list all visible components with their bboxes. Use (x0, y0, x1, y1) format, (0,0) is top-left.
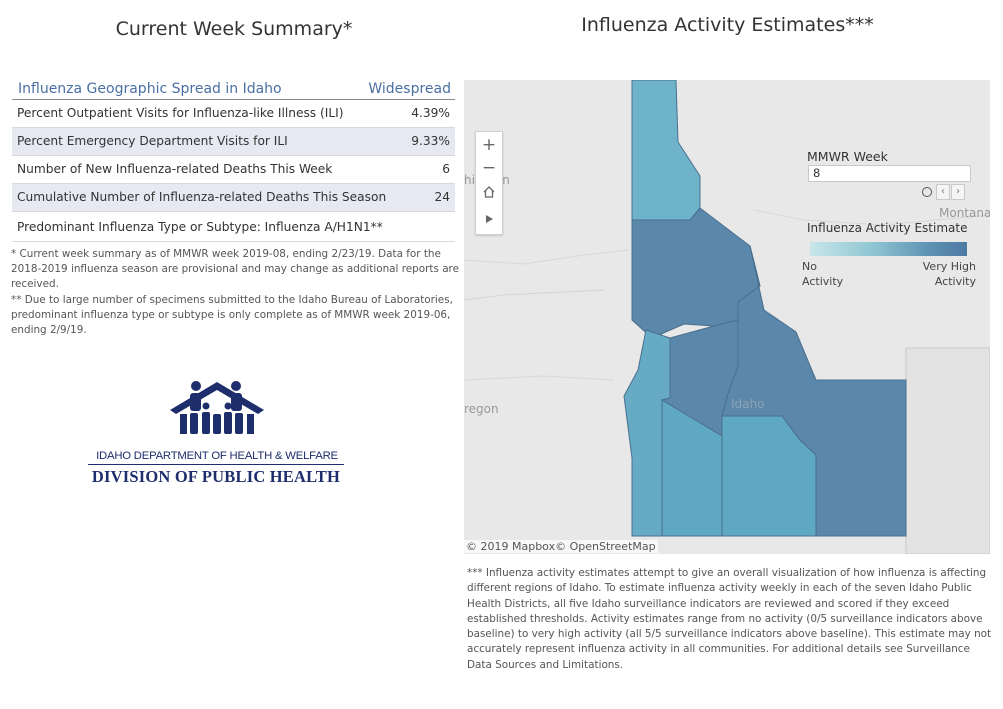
division-name: DIVISION OF PUBLIC HEALTH (91, 467, 341, 486)
next-week-button[interactable]: › (951, 184, 965, 200)
footnote-1: * Current week summary as of MMWR week 2… (11, 248, 459, 291)
map-footnote: *** Influenza activity estimates attempt… (467, 567, 992, 671)
previous-week-button[interactable]: ‹ (936, 184, 950, 200)
predominant-type-label: Predominant Influenza Type or Subtype: I… (17, 220, 383, 234)
mmwr-week-label: MMWR Week (807, 149, 888, 164)
place-label-montana: Montana (939, 206, 990, 220)
home-icon[interactable] (476, 184, 502, 204)
summary-row-value: 24 (434, 190, 450, 204)
summary-row-label: Percent Emergency Department Visits for … (17, 134, 288, 148)
idaho-activity-map[interactable]: hington Montana regon Idaho + − MMWR Wee… (464, 80, 990, 554)
footnote-2: ** Due to large number of specimens subm… (11, 293, 453, 337)
geographic-spread-value: Widespread (368, 81, 451, 97)
summary-row-cumulative-deaths: Cumulative Number of Influenza-related D… (12, 184, 455, 212)
summary-table: Influenza Geographic Spread in Idaho Wid… (12, 78, 455, 242)
idhw-logo (170, 381, 264, 434)
mmwr-week-input[interactable]: 8 (808, 165, 971, 182)
summary-row-value: 9.33% (411, 134, 450, 148)
mmwr-slider-handle[interactable] (922, 187, 932, 197)
summary-row-outpatient: Percent Outpatient Visits for Influenza-… (12, 100, 455, 128)
summary-title: Current Week Summary* (115, 18, 353, 40)
legend-high-label: Very High Activity (922, 260, 976, 288)
summary-row-emergency: Percent Emergency Department Visits for … (12, 128, 455, 156)
family-house-icon (170, 381, 264, 434)
agency-name: IDAHO DEPARTMENT OF HEALTH & WELFARE (96, 450, 338, 462)
logo-divider (88, 464, 344, 465)
summary-row-value: 4.39% (411, 106, 450, 120)
legend-title: Influenza Activity Estimate (807, 221, 968, 235)
place-label-oregon: regon (464, 402, 499, 416)
district-7-region[interactable] (721, 245, 907, 537)
summary-row-label: Percent Outpatient Visits for Influenza-… (17, 106, 344, 120)
predominant-type-row: Predominant Influenza Type or Subtype: I… (12, 212, 455, 242)
legend-color-scale (810, 242, 967, 256)
map-title: Influenza Activity Estimates*** (581, 14, 874, 36)
map-zoom-controls: + − (475, 131, 503, 235)
summary-row-value: 6 (442, 162, 450, 176)
zoom-out-button[interactable]: − (481, 158, 497, 178)
summary-row-new-deaths: Number of New Influenza-related Deaths T… (12, 156, 455, 184)
map-attribution[interactable]: © 2019 Mapbox© OpenStreetMap (464, 540, 658, 553)
place-label-idaho: Idaho (731, 397, 765, 411)
geographic-spread-row: Influenza Geographic Spread in Idaho Wid… (12, 78, 455, 100)
summary-row-label: Cumulative Number of Influenza-related D… (17, 190, 387, 204)
summary-footnotes: * Current week summary as of MMWR week 2… (11, 247, 459, 338)
legend-low-label: No Activity (802, 260, 844, 288)
map-canvas (464, 80, 990, 554)
zoom-in-button[interactable]: + (481, 135, 497, 155)
geographic-spread-label: Influenza Geographic Spread in Idaho (18, 81, 282, 97)
summary-row-label: Number of New Influenza-related Deaths T… (17, 162, 333, 176)
play-icon[interactable] (476, 210, 502, 230)
